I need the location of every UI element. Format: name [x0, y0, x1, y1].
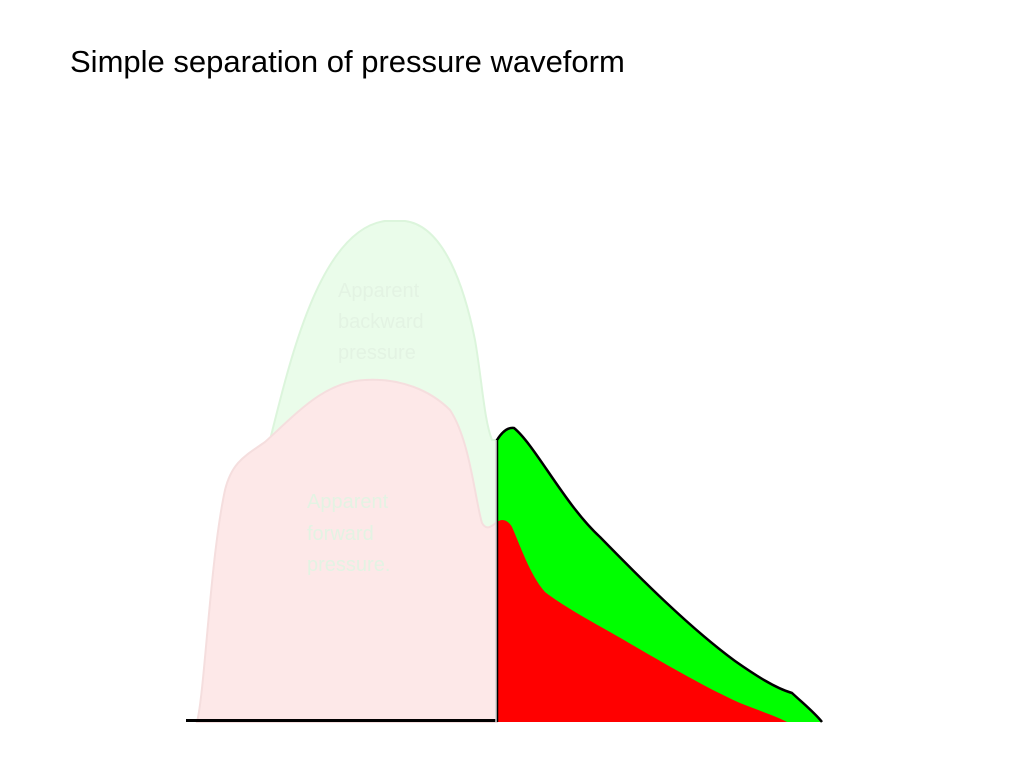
forward-pressure-area — [497, 519, 787, 722]
forward-pressure-label: Apparent forward pressure. — [307, 491, 394, 576]
waveform-outline — [495, 426, 823, 723]
backward-pressure-label: Apparent backward pressure — [338, 280, 429, 364]
slide-title: Simple separation of pressure waveform — [70, 44, 625, 79]
faded-forward-pressure-area — [195, 378, 498, 723]
